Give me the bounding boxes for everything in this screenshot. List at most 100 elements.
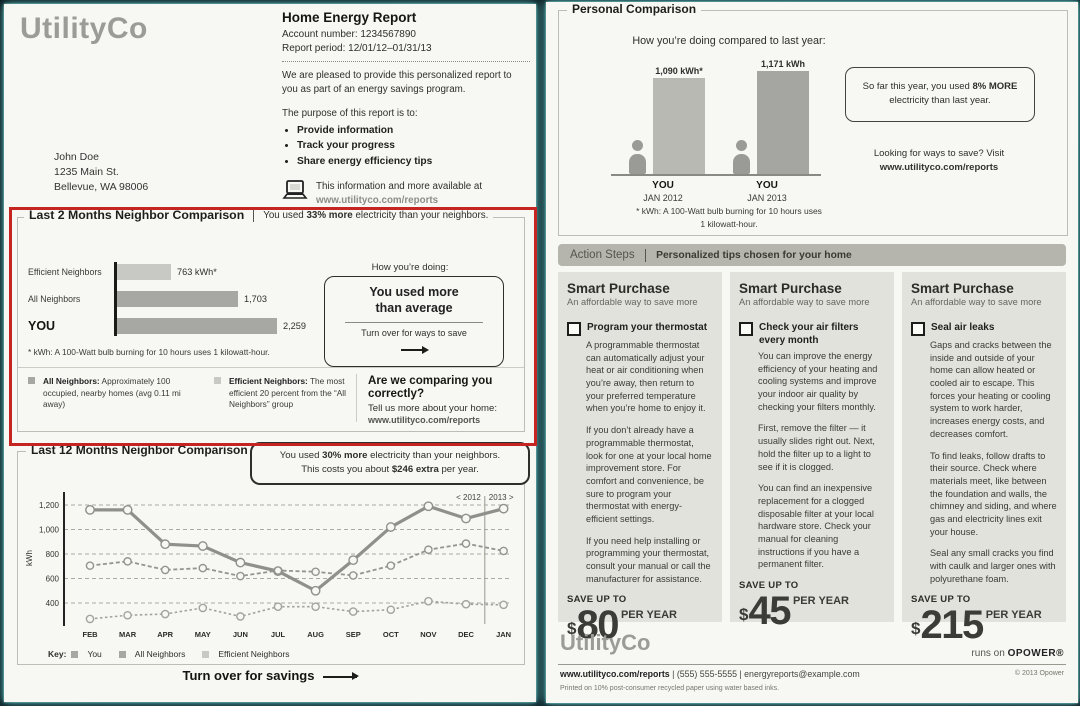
bar-value: 763 kWh* bbox=[177, 267, 217, 277]
status-text: You used more than average bbox=[369, 285, 459, 315]
divider bbox=[282, 61, 530, 62]
bar-label: All Neighbors bbox=[28, 294, 81, 304]
svg-text:OCT: OCT bbox=[383, 630, 399, 639]
section-titlebar: Last 2 Months Neighbor Comparison You us… bbox=[24, 208, 494, 222]
tip-title: Program your thermostat bbox=[587, 322, 708, 333]
tip-body: A programmable thermostat can automatica… bbox=[586, 340, 712, 584]
bar-efficient-neighbors bbox=[117, 264, 171, 280]
person-icon bbox=[629, 138, 646, 174]
checkbox-icon bbox=[911, 322, 925, 336]
legend-all-neighbors: All Neighbors: Approximately 100 occupie… bbox=[28, 376, 204, 411]
turn-over-footer: Turn over for savings bbox=[4, 668, 536, 683]
chart-baseline bbox=[611, 174, 821, 176]
personal-comparison-section: Personal Comparison How you’re doing com… bbox=[558, 2, 1068, 236]
svg-text:800: 800 bbox=[46, 550, 60, 559]
reports-url: www.utilityco.com/reports bbox=[879, 162, 999, 174]
comparing-text: Tell us more about your home: bbox=[368, 402, 498, 414]
bar-labels: Efficient Neighbors All Neighbors YOU bbox=[28, 262, 114, 336]
tip-subheading: An affordable way to save more bbox=[911, 297, 1042, 307]
svg-text:600: 600 bbox=[46, 575, 60, 584]
tip-heading: Smart Purchase bbox=[739, 281, 842, 296]
tip-subheading: An affordable way to save more bbox=[567, 297, 698, 307]
divider bbox=[18, 367, 524, 368]
utilityco-logo: UtilityCo bbox=[560, 630, 651, 655]
svg-text:APR: APR bbox=[157, 630, 173, 639]
svg-text:SEP: SEP bbox=[346, 630, 361, 639]
personal-bar-chart: 1,090 kWh* 1,171 kWh YOU JAN 2012 YOU JA… bbox=[603, 59, 828, 211]
reports-url: www.utilityco.com/reports bbox=[560, 669, 670, 679]
divider bbox=[253, 208, 255, 222]
svg-text:AUG: AUG bbox=[307, 630, 324, 639]
swatch-all-neighbors bbox=[118, 650, 126, 658]
turn-over-hint: Turn over for ways to save bbox=[361, 328, 467, 339]
svg-text:JUN: JUN bbox=[233, 630, 248, 639]
report-header: Home Energy Report Account number: 12345… bbox=[282, 10, 530, 207]
key-efficient-neighbors: Efficient Neighbors bbox=[218, 649, 290, 659]
contact-line: www.utilityco.com/reports | (555) 555-55… bbox=[560, 669, 860, 679]
key-label: Key: bbox=[48, 649, 67, 659]
svg-text:MAR: MAR bbox=[119, 630, 137, 639]
svg-text:1,200: 1,200 bbox=[39, 501, 60, 510]
recipient-address: John Doe 1235 Main St. Bellevue, WA 9800… bbox=[54, 150, 148, 196]
svg-text:DEC: DEC bbox=[458, 630, 474, 639]
svg-text:JAN: JAN bbox=[496, 630, 511, 639]
tip-subheading: An affordable way to save more bbox=[739, 297, 870, 307]
account-number: Account number: 1234567890 bbox=[282, 29, 416, 40]
key-all-neighbors: All Neighbors bbox=[134, 649, 186, 659]
year-over-year-callout: So far this year, you used 8% MORE elect… bbox=[845, 67, 1035, 122]
report-front-page: UtilityCo John Doe 1235 Main St. Bellevu… bbox=[4, 4, 537, 702]
svg-text:NOV: NOV bbox=[420, 630, 436, 639]
divider bbox=[558, 664, 1066, 665]
savings-amount: 215 bbox=[920, 603, 984, 648]
action-steps-label: Action Steps bbox=[570, 249, 635, 261]
utilityco-logo: UtilityCo bbox=[20, 12, 148, 45]
bar-label: Efficient Neighbors bbox=[28, 267, 102, 277]
svg-text:FEB: FEB bbox=[83, 630, 99, 639]
reports-url: www.utilityco.com/reports bbox=[316, 194, 439, 206]
tip-title: Check your air filters every month bbox=[759, 322, 859, 346]
checkbox-icon bbox=[567, 322, 581, 336]
svg-text:kWh: kWh bbox=[25, 550, 34, 566]
bar-value: 1,090 kWh* bbox=[655, 66, 703, 76]
intro-text: We are pleased to provide this personali… bbox=[282, 70, 512, 95]
swatch-light-gray bbox=[214, 377, 221, 384]
laptop-icon bbox=[282, 180, 308, 199]
tip-card-air-filters: Smart Purchase An affordable way to save… bbox=[730, 272, 894, 631]
recipient-street: 1235 Main St. bbox=[54, 166, 119, 179]
reports-url: www.utilityco.com/reports bbox=[368, 414, 481, 425]
comparing-title: Are we comparing you correctly? bbox=[368, 374, 493, 401]
copyright: © 2013 Opower bbox=[1014, 670, 1064, 677]
two-month-bar-chart: Efficient Neighbors All Neighbors YOU 76… bbox=[28, 262, 306, 336]
purpose-item: Share energy efficiency tips bbox=[297, 154, 530, 170]
twelve-month-comparison-section: Last 12 Months Neighbor Comparison You u… bbox=[17, 442, 530, 665]
swatch-efficient-neighbors bbox=[202, 650, 210, 658]
divider bbox=[356, 374, 357, 422]
currency-symbol: $ bbox=[567, 619, 577, 639]
action-steps-tagline: Personalized tips chosen for your home bbox=[656, 249, 852, 261]
bar-group-2012: 1,090 kWh* bbox=[617, 61, 709, 174]
bar-caption-date: JAN 2013 bbox=[747, 193, 787, 203]
bar-caption: YOU bbox=[652, 180, 674, 191]
section-title: Last 12 Months Neighbor Comparison bbox=[26, 443, 253, 457]
chart-key: Key: You All Neighbors Efficient Neighbo… bbox=[48, 649, 302, 659]
tip-title: Seal air leaks bbox=[931, 322, 995, 333]
purpose-list: Provide information Track your progress … bbox=[297, 123, 530, 170]
bar-value: 1,703 bbox=[244, 294, 267, 304]
key-you: You bbox=[87, 649, 102, 659]
bar-jan-2012 bbox=[653, 78, 705, 174]
runs-on-opower: runs on OPOWER® bbox=[971, 648, 1064, 659]
purpose-item: Provide information bbox=[297, 123, 530, 139]
savings-block: SAVE UP TO $ 45 PER YEAR bbox=[739, 580, 850, 633]
tip-body: You can improve the energy efficiency of… bbox=[758, 351, 878, 570]
tip-heading: Smart Purchase bbox=[911, 281, 1014, 296]
tip-heading: Smart Purchase bbox=[567, 281, 670, 296]
tip-body: Gaps and cracks between the inside and o… bbox=[930, 340, 1057, 584]
savings-amount: 45 bbox=[748, 589, 791, 633]
swatch-you bbox=[71, 650, 79, 658]
checkbox-icon bbox=[739, 322, 753, 336]
opower-logo: OPOWER® bbox=[1007, 648, 1064, 659]
bar-caption: YOU bbox=[756, 180, 778, 191]
twelve-month-line-chart: 400 600 800 1,000 1,200 < 2012 2013 > FEB MAR APR… bbox=[25, 492, 514, 639]
bar-you bbox=[117, 318, 277, 334]
